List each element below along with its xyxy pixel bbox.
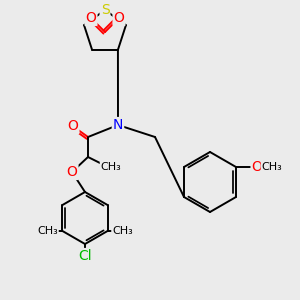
Text: CH₃: CH₃ xyxy=(100,162,122,172)
Text: CH₃: CH₃ xyxy=(262,162,282,172)
Text: CH₃: CH₃ xyxy=(37,226,58,236)
Text: O: O xyxy=(68,119,78,133)
Text: O: O xyxy=(67,165,77,179)
Text: CH₃: CH₃ xyxy=(112,226,133,236)
Text: O: O xyxy=(251,160,262,174)
Text: Cl: Cl xyxy=(78,249,92,263)
Text: S: S xyxy=(100,3,109,17)
Text: N: N xyxy=(113,118,123,132)
Text: O: O xyxy=(114,11,124,25)
Text: O: O xyxy=(85,11,96,25)
